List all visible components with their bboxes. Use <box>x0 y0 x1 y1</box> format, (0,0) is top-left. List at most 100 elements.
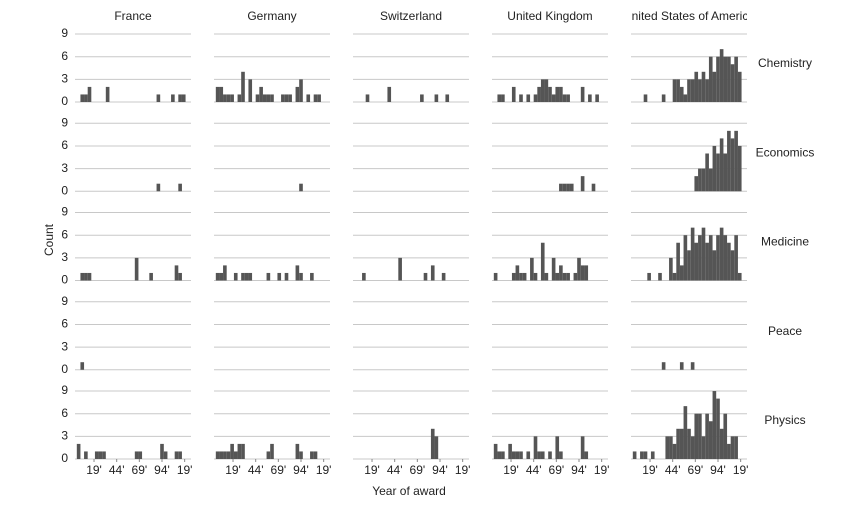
bar <box>551 94 556 102</box>
bar <box>497 451 502 459</box>
x-tick-label: 19' <box>503 463 519 477</box>
bar <box>573 272 578 281</box>
x-tick-label: 44' <box>665 463 681 477</box>
bar <box>526 94 531 102</box>
x-tick-label: 94' <box>571 463 587 477</box>
x-tick-label: 44' <box>526 463 542 477</box>
x-tick-label: 19' <box>86 463 102 477</box>
bar <box>533 272 538 281</box>
bar <box>705 242 709 281</box>
bar <box>562 183 567 192</box>
x-tick-label: 94' <box>710 463 726 477</box>
bar <box>434 436 439 459</box>
bar <box>632 451 637 459</box>
bar <box>299 272 303 281</box>
bar <box>650 451 655 459</box>
column-label: Germany <box>247 9 296 23</box>
bar <box>511 86 516 102</box>
bar <box>712 250 717 281</box>
bar <box>555 436 560 459</box>
x-tick-label: 44' <box>387 463 403 477</box>
bar <box>295 86 300 102</box>
bar <box>87 272 92 281</box>
bar <box>705 413 709 459</box>
bar <box>676 242 680 281</box>
bar <box>519 451 523 459</box>
bar <box>233 451 238 459</box>
bar <box>178 94 182 102</box>
bar <box>226 451 231 459</box>
bar <box>94 451 99 459</box>
bar <box>705 153 709 192</box>
bar <box>705 79 709 102</box>
bar <box>566 94 570 102</box>
bar <box>237 94 242 102</box>
bar <box>270 443 274 459</box>
bar <box>588 94 592 102</box>
bar <box>690 79 695 102</box>
bar <box>441 272 446 281</box>
x-tick-label: 19' <box>642 463 658 477</box>
x-axis-label: Year of award <box>372 484 446 498</box>
bar <box>299 79 303 102</box>
x-tick-label: 94' <box>293 463 309 477</box>
bar <box>737 71 742 102</box>
bar <box>420 94 424 102</box>
bar <box>643 451 648 459</box>
x-tick-label: 69' <box>271 463 287 477</box>
bar <box>84 94 88 102</box>
bar <box>508 443 512 459</box>
bar <box>537 86 541 102</box>
row-label: Medicine <box>761 235 809 249</box>
bar <box>694 176 699 192</box>
bar <box>679 265 684 281</box>
bar <box>266 451 271 459</box>
bar <box>580 86 585 102</box>
bar <box>533 94 538 102</box>
bar <box>226 94 231 102</box>
bar <box>548 451 552 459</box>
bar <box>515 265 520 281</box>
bar <box>727 56 731 102</box>
y-axis-label: Count <box>42 223 56 256</box>
bar <box>540 242 545 281</box>
bar <box>716 235 720 281</box>
bar <box>661 362 666 370</box>
x-tick-label: 19' <box>455 463 471 477</box>
bar <box>683 235 688 281</box>
bar <box>511 272 516 281</box>
bar <box>562 272 567 281</box>
bar <box>215 451 220 459</box>
bar <box>643 94 648 102</box>
bar <box>241 71 245 102</box>
bar <box>716 398 720 459</box>
bar <box>737 272 742 281</box>
bar <box>219 86 224 102</box>
y-tick-label: 9 <box>61 115 68 129</box>
bar <box>676 428 680 459</box>
bar <box>727 242 731 281</box>
bar <box>584 451 589 459</box>
x-tick-label: 69' <box>549 463 565 477</box>
bar <box>295 443 300 459</box>
bar <box>80 272 85 281</box>
bar <box>493 443 498 459</box>
bar <box>730 250 735 281</box>
bar <box>730 64 735 102</box>
y-tick-label: 9 <box>61 26 68 40</box>
bar <box>156 94 161 102</box>
bar <box>134 257 139 281</box>
bar <box>241 272 245 281</box>
bar <box>98 451 103 459</box>
bar <box>719 227 724 281</box>
x-tick-label: 69' <box>688 463 704 477</box>
bar <box>719 428 724 459</box>
bar <box>687 79 691 102</box>
bar <box>716 56 720 102</box>
bar <box>295 265 300 281</box>
bar <box>445 94 450 102</box>
bar <box>708 56 713 102</box>
bar <box>690 227 695 281</box>
y-tick-label: 3 <box>61 161 68 175</box>
bar <box>708 168 713 192</box>
